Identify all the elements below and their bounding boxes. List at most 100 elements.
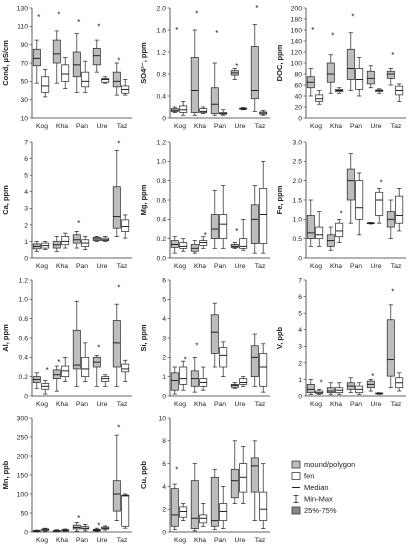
y-tick-label: 6 — [298, 294, 302, 301]
y-tick-label: 120 — [291, 49, 303, 56]
outlier-marker: * — [175, 26, 178, 35]
outlier-marker: * — [380, 179, 383, 188]
y-tick-label: 0.2 — [19, 374, 29, 381]
fen-box-kog — [179, 105, 188, 113]
fen-box-pan — [219, 214, 228, 240]
y-tick-label: 2 — [162, 355, 166, 362]
chart-panel-5: 0.0 0.2 0.4 0.6 0.8 1.0 1.2 Mg, ppm Kog Kha * Pan Ur… — [139, 139, 270, 270]
mound-box-kog — [32, 48, 41, 67]
mound-box-kog — [170, 372, 179, 391]
fen-box-ure — [375, 191, 384, 216]
outlier-marker: * — [235, 227, 238, 236]
mound-box-pan — [210, 314, 219, 354]
y-tick-label: 140 — [291, 38, 303, 45]
mound-box-taz — [250, 204, 259, 244]
x-tick-label: Ure — [371, 123, 382, 130]
y-tick-label: 0 — [24, 393, 28, 400]
outlier-marker: * — [57, 10, 60, 19]
y-tick-label: 0 — [162, 393, 166, 400]
fen-box-taz — [259, 188, 268, 244]
y-axis-label: Cond, µS/cm — [1, 40, 10, 86]
fen-box-kog — [315, 94, 324, 102]
y-tick-label: 2 — [24, 222, 28, 229]
y-tick-label: 20 — [294, 104, 302, 111]
legend-label: Median — [304, 483, 329, 492]
mound-box-taz — [112, 480, 121, 512]
y-tick-label: 4 — [162, 316, 166, 323]
x-tick-label: Taz — [255, 263, 266, 270]
fen-box-taz — [121, 494, 130, 527]
y-tick-label: 8 — [162, 438, 166, 445]
y-tick-label: 5 — [162, 297, 166, 304]
y-tick-label: 1.0 — [157, 159, 167, 166]
y-axis-label: Fe, ppm — [275, 185, 284, 214]
chart-panel-1: 10 30 50 70 90 110 130 Cond, µS/cm Kog * Kha * Pan * U… — [1, 5, 132, 130]
x-tick-label: Pan — [350, 123, 362, 130]
mound-box-taz — [386, 319, 395, 377]
x-tick-label: Kha — [194, 123, 206, 130]
mound-box-taz — [386, 70, 395, 79]
fen-box-ure — [239, 463, 248, 493]
y-tick-label: 1 — [298, 377, 302, 384]
y-tick-label: 1.2 — [157, 139, 167, 146]
y-tick-label: 0.4 — [157, 217, 167, 224]
x-tick-label: Kha — [56, 263, 68, 270]
x-tick-label: Taz — [117, 263, 128, 270]
x-tick-label: Taz — [391, 123, 402, 130]
y-tick-label: 0.5 — [293, 236, 303, 243]
y-tick-label: 3 — [298, 344, 302, 351]
y-tick-label: 3 — [162, 335, 166, 342]
y-tick-label: 6 — [162, 461, 166, 468]
legend-label: Min-Max — [304, 495, 333, 504]
x-tick-label: Taz — [391, 263, 402, 270]
y-tick-label: 2 — [298, 360, 302, 367]
x-tick-label: Pan — [76, 537, 88, 544]
chart-panel-11: 0 2 4 6 8 10 Cu, ppb Kog * Kha Pan Ure Taz — [139, 415, 270, 544]
x-tick-label: Pan — [214, 401, 226, 408]
fen-box-kog — [179, 366, 188, 385]
y-tick-label: 2 — [162, 507, 166, 514]
y-tick-label: 0.6 — [19, 335, 29, 342]
legend-item: mound/polygon — [291, 460, 355, 469]
y-tick-label: 130 — [17, 5, 29, 12]
chart-panel-10: 0 50 100 150 200 250 300 Mn, ppb Kog Kha Pan * Ure * T… — [1, 415, 132, 544]
legend-label: fen — [304, 472, 314, 481]
chart-panel-9: 0 1 2 3 4 5 6 7 V, ppb Kog * Kha Pan Ure * Taz * — [275, 277, 406, 408]
x-tick-label: Kog — [36, 537, 48, 544]
x-tick-label: Kog — [36, 401, 48, 408]
fen-box-kog — [315, 226, 324, 240]
y-axis-label: Al, ppm — [1, 324, 10, 352]
outlier-marker: * — [97, 522, 100, 531]
x-tick-label: Taz — [255, 123, 266, 130]
x-tick-label: Kog — [174, 123, 186, 130]
y-tick-label: 4 — [298, 327, 302, 334]
fen-box-kog — [41, 76, 50, 93]
chart-panel-6: 0 0.5 1.0 1.5 2.0 2.5 3.0 Fe, ppm Kog Kha * Pan Ure *… — [275, 139, 406, 270]
x-tick-label: Kog — [310, 123, 322, 130]
fen-box-kha — [335, 222, 344, 238]
x-tick-label: Ure — [235, 123, 246, 130]
y-tick-label: 90 — [20, 42, 28, 49]
legend-label: mound/polygon — [304, 460, 355, 469]
y-tick-label: 180 — [291, 16, 303, 23]
y-tick-label: 10 — [158, 415, 166, 422]
y-tick-label: 0.8 — [157, 178, 167, 185]
legend-item: Min-Max — [293, 495, 333, 504]
mound-box-kha — [190, 480, 199, 529]
y-axis-label: Si, ppm — [139, 324, 148, 351]
x-tick-label: Pan — [76, 123, 88, 130]
legend-item: 25%-75% — [291, 506, 337, 515]
fen-box-kha — [61, 64, 70, 82]
x-tick-label: Kog — [174, 263, 186, 270]
y-tick-label: 100 — [17, 491, 29, 498]
x-tick-label: Pan — [214, 123, 226, 130]
x-tick-label: Kha — [194, 401, 206, 408]
y-tick-label: 0 — [298, 115, 302, 122]
x-tick-label: Kog — [174, 537, 186, 544]
x-tick-label: Pan — [214, 537, 226, 544]
fen-box-taz — [121, 363, 130, 373]
x-tick-label: Kog — [310, 401, 322, 408]
y-tick-label: 110 — [17, 24, 28, 31]
y-tick-label: 4 — [24, 189, 28, 196]
y-tick-label: 5 — [24, 173, 28, 180]
